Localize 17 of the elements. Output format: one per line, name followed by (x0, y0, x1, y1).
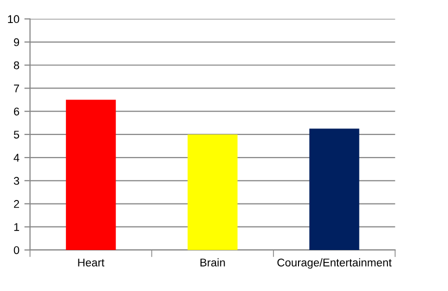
y-tick-label: 4 (14, 154, 20, 162)
y-tick-label: 6 (14, 108, 20, 116)
y-tick-label: 3 (14, 176, 20, 185)
bar (66, 100, 116, 250)
x-tick-label: Brain (200, 258, 225, 266)
bar (188, 134, 238, 250)
bar (309, 128, 360, 250)
y-tick-label: 5 (14, 130, 20, 139)
x-tick-label: Heart (78, 258, 104, 266)
y-tick-label: 1 (14, 223, 20, 231)
y-tick-label: 7 (14, 84, 20, 92)
y-tick-label: 8 (14, 61, 20, 70)
y-tick-label: 10 (8, 15, 20, 24)
y-tick-label: 0 (14, 246, 20, 254)
y-tick-label: 2 (14, 200, 20, 208)
x-tick-label: Courage/Entertainment (277, 258, 392, 269)
y-tick-label: 9 (14, 38, 20, 46)
